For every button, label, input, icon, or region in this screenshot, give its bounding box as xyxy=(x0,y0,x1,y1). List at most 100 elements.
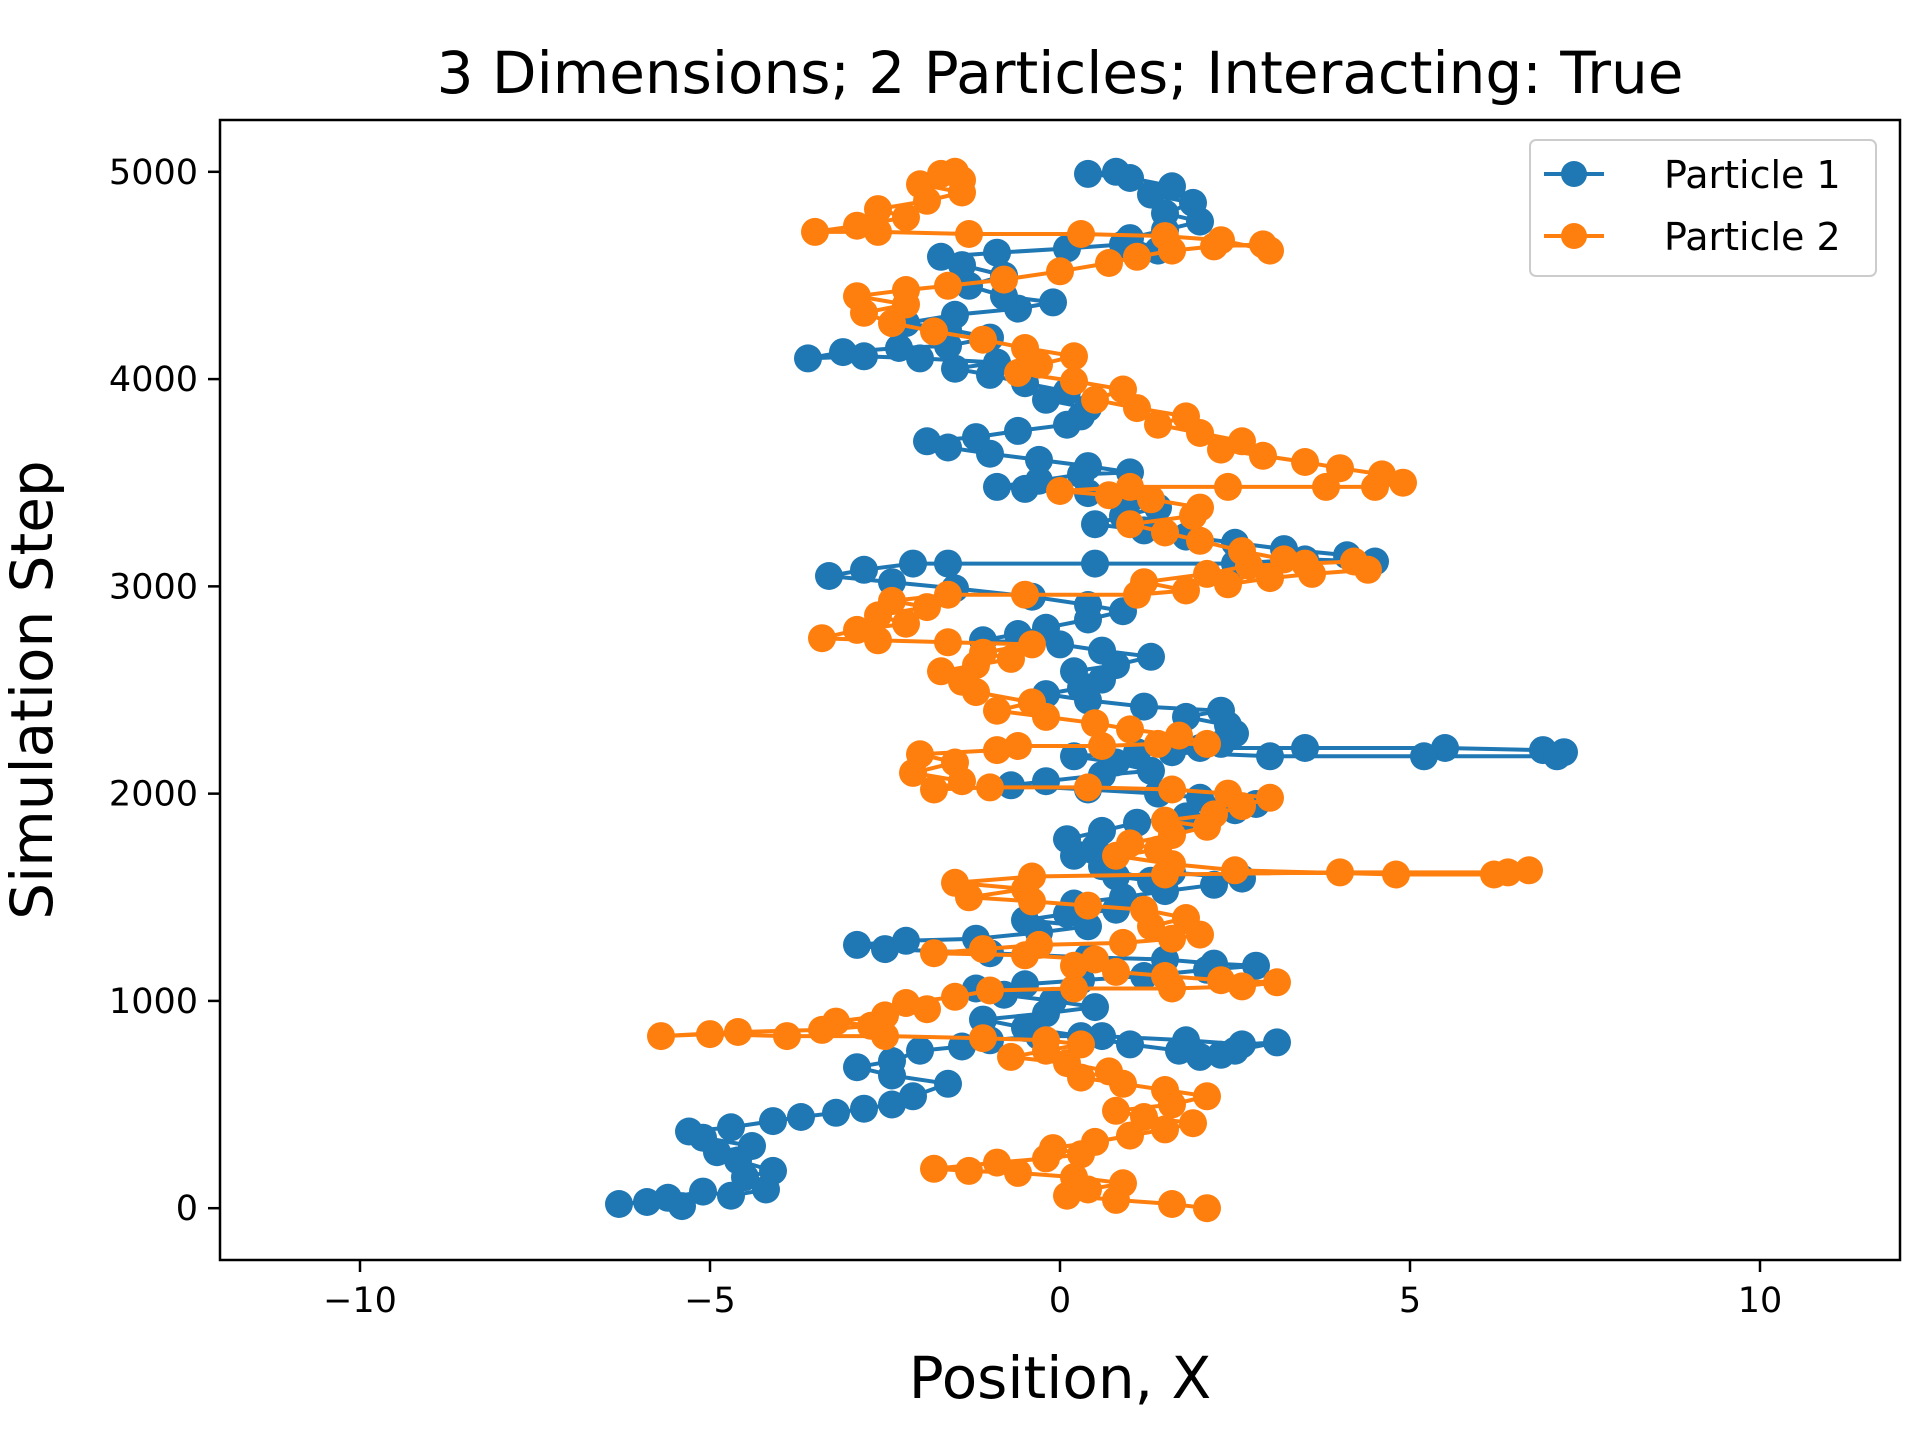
data-point-particle-1 xyxy=(738,1132,766,1160)
data-point-particle-2 xyxy=(871,1001,899,1030)
data-point-particle-2 xyxy=(864,217,892,246)
data-point-particle-2 xyxy=(1130,1103,1158,1131)
data-point-particle-2 xyxy=(1158,775,1186,804)
data-point-particle-1 xyxy=(1137,642,1165,671)
data-point-particle-1 xyxy=(1242,951,1270,980)
data-point-particle-2 xyxy=(1515,856,1543,885)
data-point-particle-2 xyxy=(864,195,892,224)
data-point-particle-1 xyxy=(1207,1040,1235,1069)
data-point-particle-2 xyxy=(1158,924,1186,953)
data-point-particle-2 xyxy=(969,638,997,667)
data-point-particle-2 xyxy=(1144,729,1172,758)
data-point-particle-1 xyxy=(1032,767,1060,796)
data-point-particle-1 xyxy=(654,1183,682,1212)
data-point-particle-1 xyxy=(1543,742,1571,771)
data-point-particle-2 xyxy=(696,1020,724,1049)
series-particle-2 xyxy=(647,157,1543,1223)
data-point-particle-1 xyxy=(1088,816,1116,845)
legend-marker-particle-1 xyxy=(1561,161,1587,187)
data-point-particle-2 xyxy=(906,740,934,769)
data-point-particle-2 xyxy=(1172,576,1200,605)
data-point-particle-2 xyxy=(1116,829,1144,858)
data-point-particle-1 xyxy=(934,433,962,462)
data-point-particle-2 xyxy=(1137,485,1165,514)
data-point-particle-1 xyxy=(1116,1030,1144,1059)
data-point-particle-2 xyxy=(647,1022,675,1051)
data-point-particle-2 xyxy=(1025,930,1053,959)
data-point-particle-2 xyxy=(1039,1134,1067,1163)
data-point-particle-2 xyxy=(1004,358,1032,387)
data-point-particle-1 xyxy=(892,926,920,955)
data-point-particle-1 xyxy=(1431,734,1459,762)
data-point-particle-2 xyxy=(1207,226,1235,255)
data-point-particle-2 xyxy=(1228,537,1256,566)
data-point-particle-1 xyxy=(1179,188,1207,217)
data-point-particle-2 xyxy=(1067,1030,1095,1059)
data-point-particle-2 xyxy=(1074,773,1102,802)
data-point-particle-2 xyxy=(1109,928,1137,957)
data-point-particle-1 xyxy=(1032,385,1060,414)
data-point-particle-2 xyxy=(1081,709,1109,738)
data-point-particle-2 xyxy=(1074,891,1102,920)
data-point-particle-2 xyxy=(1130,568,1158,597)
data-point-particle-2 xyxy=(1382,860,1410,889)
data-point-particle-2 xyxy=(1144,410,1172,439)
y-tick-label: 5000 xyxy=(109,153,198,193)
data-point-particle-1 xyxy=(843,1053,871,1082)
data-point-particle-2 xyxy=(1081,1127,1109,1156)
data-point-particle-2 xyxy=(1186,526,1214,555)
data-point-particle-1 xyxy=(717,1113,745,1142)
data-point-particle-2 xyxy=(1095,249,1123,277)
data-point-particle-2 xyxy=(983,736,1011,765)
data-point-particle-2 xyxy=(822,1007,850,1036)
data-point-particle-1 xyxy=(1011,970,1039,999)
x-axis: −10 −5 0 5 10 xyxy=(323,1260,1782,1321)
data-point-particle-2 xyxy=(997,1042,1025,1071)
data-point-particle-2 xyxy=(941,982,969,1011)
data-point-particle-2 xyxy=(1130,895,1158,924)
data-point-particle-2 xyxy=(1151,1115,1179,1144)
data-point-particle-2 xyxy=(773,1022,801,1051)
data-point-particle-2 xyxy=(1151,962,1179,990)
data-point-particle-1 xyxy=(1004,416,1032,445)
data-point-particle-1 xyxy=(1263,1028,1291,1057)
data-point-particle-2 xyxy=(1368,460,1396,489)
data-point-particle-1 xyxy=(1074,452,1102,481)
x-tick-label: 5 xyxy=(1399,1281,1421,1321)
data-point-particle-2 xyxy=(941,868,969,897)
data-point-particle-2 xyxy=(1095,1057,1123,1086)
data-point-particle-1 xyxy=(941,354,969,383)
data-point-particle-2 xyxy=(920,1154,948,1183)
y-tick-label: 3000 xyxy=(109,567,198,607)
data-point-particle-1 xyxy=(759,1107,787,1136)
data-point-particle-1 xyxy=(1074,591,1102,619)
data-point-particle-1 xyxy=(1074,912,1102,941)
data-point-particle-1 xyxy=(1025,445,1053,474)
data-point-particle-1 xyxy=(1158,172,1186,201)
data-point-particle-2 xyxy=(955,220,983,248)
data-point-particle-2 xyxy=(1214,779,1242,808)
data-point-particle-2 xyxy=(843,282,871,311)
data-point-particle-2 xyxy=(1018,630,1046,659)
data-point-particle-2 xyxy=(1179,1109,1207,1138)
data-point-particle-1 xyxy=(1088,636,1116,665)
data-point-particle-2 xyxy=(1263,968,1291,997)
data-point-particle-2 xyxy=(997,644,1025,673)
data-point-particle-2 xyxy=(976,773,1004,802)
series-layer xyxy=(605,157,1578,1223)
data-point-particle-2 xyxy=(934,580,962,609)
data-point-particle-1 xyxy=(1039,288,1067,317)
data-point-particle-2 xyxy=(1011,580,1039,609)
data-point-particle-2 xyxy=(1060,367,1088,396)
data-point-particle-1 xyxy=(1200,870,1228,899)
data-point-particle-2 xyxy=(1004,732,1032,760)
data-point-particle-1 xyxy=(941,300,969,329)
data-point-particle-1 xyxy=(1130,692,1158,721)
data-point-particle-1 xyxy=(1102,157,1130,186)
data-point-particle-2 xyxy=(1151,1076,1179,1104)
data-point-particle-2 xyxy=(1256,236,1284,265)
data-point-particle-1 xyxy=(906,344,934,373)
data-point-particle-2 xyxy=(1200,800,1228,829)
x-tick-label: 0 xyxy=(1049,1281,1071,1321)
data-point-particle-2 xyxy=(878,586,906,615)
